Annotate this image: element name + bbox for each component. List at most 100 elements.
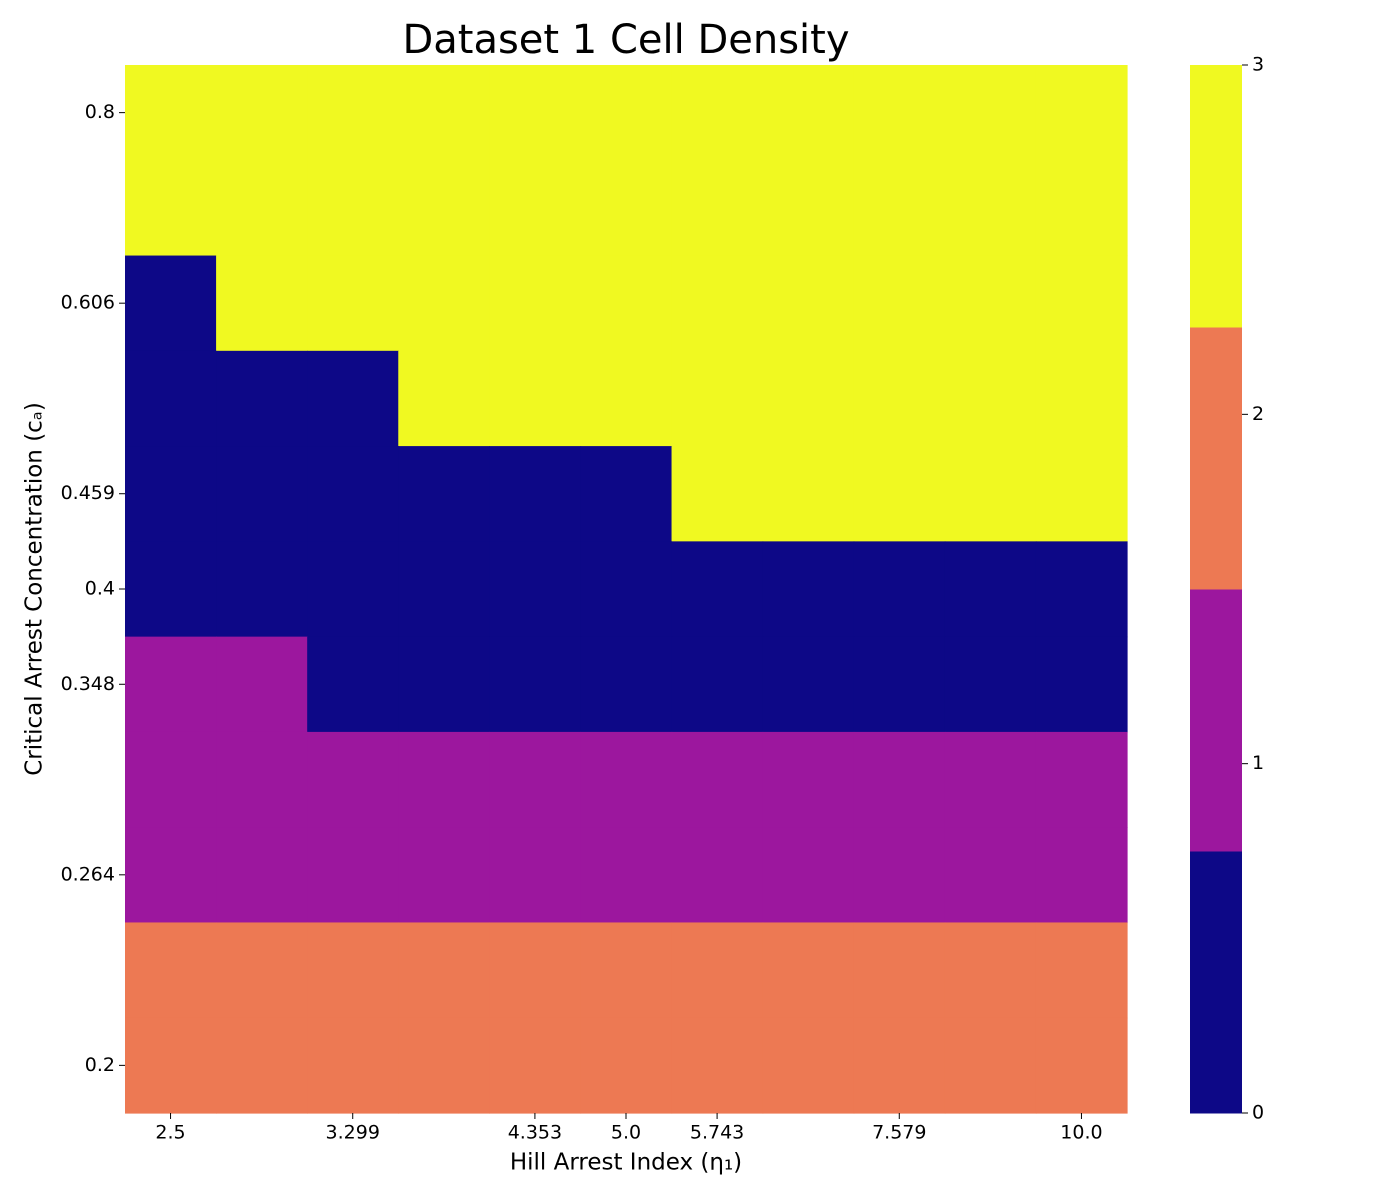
heat-cell xyxy=(671,541,764,638)
heat-cell xyxy=(1035,731,1128,828)
x-tick-label: 5.0 xyxy=(611,1122,641,1144)
heat-cell xyxy=(216,65,308,161)
heat-cell xyxy=(944,350,1037,447)
heat-cell xyxy=(762,350,855,447)
x-tick-label: 4.353 xyxy=(508,1122,562,1144)
heat-cell xyxy=(125,350,217,447)
heat-cell xyxy=(1035,541,1128,638)
heat-cell xyxy=(489,446,582,542)
heat-cell xyxy=(398,446,490,542)
heat-cell xyxy=(1035,636,1128,733)
heat-cell xyxy=(580,255,673,352)
heat-cell xyxy=(580,65,673,161)
heat-cell xyxy=(580,827,673,924)
heat-cell xyxy=(671,1017,764,1114)
heat-cell xyxy=(762,731,855,828)
heat-cell xyxy=(398,541,490,638)
heat-cell xyxy=(762,1017,855,1114)
heat-cell xyxy=(489,541,582,638)
colorbar-tick-label: 0 xyxy=(1252,1102,1264,1124)
heat-cell xyxy=(853,65,946,161)
heat-cell xyxy=(762,446,855,542)
y-tick-label: 0.459 xyxy=(61,482,115,504)
heat-cell xyxy=(216,827,308,924)
heat-cell xyxy=(125,731,217,828)
heat-cell xyxy=(944,827,1037,924)
heat-cell xyxy=(762,827,855,924)
heat-cell xyxy=(489,636,582,733)
colorbar-segment xyxy=(1190,327,1242,590)
heat-cell xyxy=(125,922,217,1019)
heat-cell xyxy=(398,731,490,828)
heat-cell xyxy=(1035,350,1128,447)
colorbar-segment xyxy=(1190,589,1242,852)
heat-cell xyxy=(762,160,855,257)
y-tick-label: 0.606 xyxy=(61,292,115,314)
heat-cell xyxy=(1035,922,1128,1019)
heat-cell xyxy=(944,541,1037,638)
heat-cell xyxy=(489,65,582,161)
heat-cell xyxy=(944,922,1037,1019)
heat-cell xyxy=(853,160,946,257)
heat-cell xyxy=(580,731,673,828)
heat-cell xyxy=(398,922,490,1019)
heat-cell xyxy=(489,731,582,828)
heat-cell xyxy=(398,636,490,733)
heat-cell xyxy=(307,731,399,828)
heat-cell xyxy=(216,541,308,638)
heat-cell xyxy=(671,160,764,257)
heat-cell xyxy=(125,541,217,638)
heat-cell xyxy=(580,350,673,447)
heat-cell xyxy=(216,350,308,447)
heat-cell xyxy=(853,541,946,638)
x-tick-label: 2.5 xyxy=(155,1122,185,1144)
heat-cell xyxy=(489,1017,582,1114)
heat-cell xyxy=(580,636,673,733)
heat-cell xyxy=(853,636,946,733)
heat-cell xyxy=(671,255,764,352)
heat-cell xyxy=(853,255,946,352)
heat-cell xyxy=(125,255,217,352)
heat-cell xyxy=(398,255,490,352)
heat-cell xyxy=(580,1017,673,1114)
heat-cell xyxy=(944,731,1037,828)
heat-cell xyxy=(125,827,217,924)
heat-cell xyxy=(944,446,1037,542)
heat-cell xyxy=(1035,160,1128,257)
heat-cell xyxy=(216,636,308,733)
heat-cell xyxy=(580,541,673,638)
heat-cell xyxy=(944,636,1037,733)
heat-cell xyxy=(125,446,217,542)
heat-cell xyxy=(216,255,308,352)
heat-cell xyxy=(671,827,764,924)
heat-cell xyxy=(489,922,582,1019)
heat-cell xyxy=(216,160,308,257)
heat-cell xyxy=(671,65,764,161)
heat-cell xyxy=(398,160,490,257)
heat-cell xyxy=(125,160,217,257)
heat-cell xyxy=(307,827,399,924)
heat-cell xyxy=(1035,827,1128,924)
heat-cell xyxy=(489,255,582,352)
heat-cell xyxy=(307,350,399,447)
heat-cell xyxy=(671,446,764,542)
heat-cell xyxy=(853,350,946,447)
heat-cell xyxy=(489,827,582,924)
heat-cell xyxy=(944,160,1037,257)
heat-cell xyxy=(125,65,217,161)
heat-cell xyxy=(398,1017,490,1114)
x-tick-label: 3.299 xyxy=(326,1122,380,1144)
heat-cell xyxy=(853,1017,946,1114)
heat-cell xyxy=(216,1017,308,1114)
y-tick-label: 0.348 xyxy=(61,673,115,695)
y-tick-label: 0.8 xyxy=(85,101,115,123)
heat-cell xyxy=(580,922,673,1019)
x-tick-label: 7.579 xyxy=(872,1122,926,1144)
heat-cell xyxy=(671,922,764,1019)
heat-cell xyxy=(307,446,399,542)
heat-cell xyxy=(671,636,764,733)
heat-cell xyxy=(1035,255,1128,352)
heat-cell xyxy=(671,350,764,447)
heat-cell xyxy=(307,1017,399,1114)
